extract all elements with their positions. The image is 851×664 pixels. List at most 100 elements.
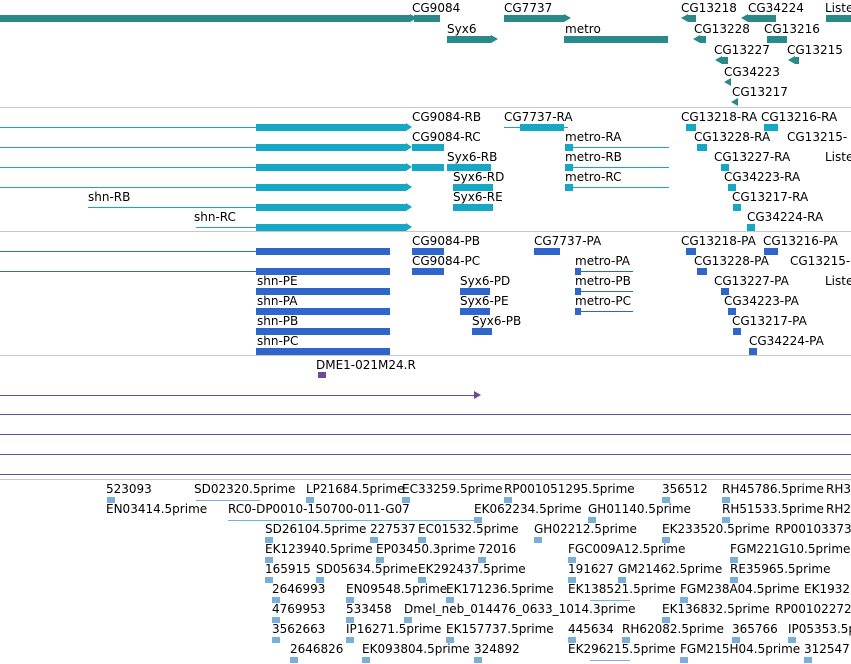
cds-exon[interactable]	[472, 328, 492, 335]
est-feature[interactable]	[370, 537, 378, 543]
est-feature[interactable]	[346, 617, 354, 623]
est-feature[interactable]	[346, 597, 354, 603]
transcript-exon[interactable]	[256, 124, 406, 131]
gene-feature-cg13227[interactable]	[722, 57, 728, 64]
est-feature[interactable]	[662, 497, 670, 503]
cds-exon[interactable]	[575, 288, 581, 295]
est-feature[interactable]	[446, 597, 454, 603]
est-feature[interactable]	[272, 597, 280, 603]
cds-exon[interactable]	[534, 248, 560, 255]
est-feature[interactable]	[534, 537, 542, 543]
cds-exon[interactable]	[686, 248, 696, 255]
est-feature[interactable]	[272, 637, 280, 643]
cds-exon[interactable]	[412, 248, 444, 255]
gene-feature-cg13216[interactable]	[767, 36, 787, 43]
transcript-exon[interactable]	[256, 144, 406, 151]
cds-exon[interactable]	[256, 268, 390, 275]
est-feature[interactable]	[722, 517, 730, 523]
cds-exon[interactable]	[412, 268, 444, 275]
est-feature[interactable]	[446, 637, 454, 643]
est-feature[interactable]	[316, 577, 324, 583]
cds-exon[interactable]	[728, 308, 736, 315]
cds-exon[interactable]	[733, 328, 741, 335]
est-feature[interactable]	[732, 637, 740, 643]
est-feature[interactable]	[265, 557, 273, 563]
transcript-exon[interactable]	[747, 224, 755, 231]
transcript-exon[interactable]	[697, 144, 707, 151]
est-feature[interactable]	[404, 617, 412, 623]
gene-feature-cg13215[interactable]	[795, 57, 799, 64]
transcript-exon[interactable]	[256, 164, 406, 171]
clone-feature[interactable]	[318, 372, 326, 378]
est-feature[interactable]	[680, 597, 688, 603]
est-feature[interactable]	[568, 557, 576, 563]
gene-feature-shn[interactable]	[0, 15, 410, 22]
gene-feature-cg9084[interactable]	[414, 15, 440, 22]
est-feature[interactable]	[588, 517, 596, 523]
est-feature[interactable]	[504, 497, 512, 503]
est-feature[interactable]	[265, 577, 273, 583]
gene-feature-cg34224[interactable]	[748, 15, 776, 22]
est-feature[interactable]	[346, 637, 354, 643]
transcript-exon[interactable]	[565, 164, 573, 171]
transcript-exon[interactable]	[728, 184, 736, 191]
gene-feature-liste[interactable]	[826, 15, 851, 22]
transcript-exon[interactable]	[447, 164, 491, 171]
gene-feature-cg13218[interactable]	[688, 15, 696, 22]
cds-exon[interactable]	[460, 308, 490, 315]
cds-exon[interactable]	[256, 348, 390, 355]
transcript-exon[interactable]	[686, 124, 696, 131]
est-feature[interactable]	[402, 497, 410, 503]
est-feature[interactable]	[474, 517, 482, 523]
gene-feature-syx6[interactable]	[447, 36, 491, 43]
transcript-exon[interactable]	[412, 144, 444, 151]
transcript-exon[interactable]	[453, 184, 493, 191]
est-feature[interactable]	[618, 577, 626, 583]
est-feature[interactable]	[662, 617, 670, 623]
est-feature[interactable]	[474, 657, 482, 663]
est-feature[interactable]	[107, 497, 115, 503]
est-feature[interactable]	[590, 660, 630, 661]
est-feature[interactable]	[376, 557, 384, 563]
transcript-exon[interactable]	[565, 144, 573, 151]
est-feature[interactable]	[568, 577, 576, 583]
cds-exon[interactable]	[575, 268, 581, 275]
transcript-exon[interactable]	[565, 184, 573, 191]
transcript-exon[interactable]	[256, 224, 406, 231]
est-feature[interactable]	[290, 657, 298, 663]
transcript-exon[interactable]	[412, 164, 444, 171]
cds-exon[interactable]	[721, 288, 729, 295]
cds-exon[interactable]	[256, 328, 390, 335]
est-feature[interactable]	[730, 557, 738, 563]
est-feature[interactable]	[478, 557, 486, 563]
est-feature[interactable]	[680, 657, 688, 663]
est-feature[interactable]	[272, 617, 280, 623]
cds-exon[interactable]	[749, 348, 757, 355]
est-feature[interactable]	[788, 637, 796, 643]
cds-exon[interactable]	[764, 248, 778, 255]
gene-feature-cg13228[interactable]	[700, 36, 706, 43]
cds-exon[interactable]	[256, 308, 390, 315]
est-feature[interactable]	[362, 657, 370, 663]
est-feature[interactable]	[228, 520, 482, 521]
gene-feature-cg7737[interactable]	[504, 15, 564, 22]
transcript-exon[interactable]	[256, 184, 406, 191]
est-feature[interactable]	[265, 537, 273, 543]
cds-exon[interactable]	[256, 288, 390, 295]
transcript-exon[interactable]	[453, 204, 493, 211]
est-feature[interactable]	[306, 497, 314, 503]
est-feature[interactable]	[804, 657, 812, 663]
gene-feature-metro[interactable]	[564, 36, 668, 43]
clone-span-line[interactable]	[0, 395, 476, 396]
cds-exon[interactable]	[575, 308, 581, 315]
cds-exon[interactable]	[256, 248, 390, 255]
transcript-exon[interactable]	[764, 124, 778, 131]
est-feature[interactable]	[418, 577, 426, 583]
transcript-exon[interactable]	[256, 204, 406, 211]
transcript-exon[interactable]	[721, 164, 729, 171]
cds-exon[interactable]	[697, 268, 707, 275]
transcript-exon[interactable]	[520, 124, 564, 131]
est-feature[interactable]	[622, 637, 630, 643]
est-feature[interactable]	[662, 537, 670, 543]
est-feature[interactable]	[418, 537, 426, 543]
